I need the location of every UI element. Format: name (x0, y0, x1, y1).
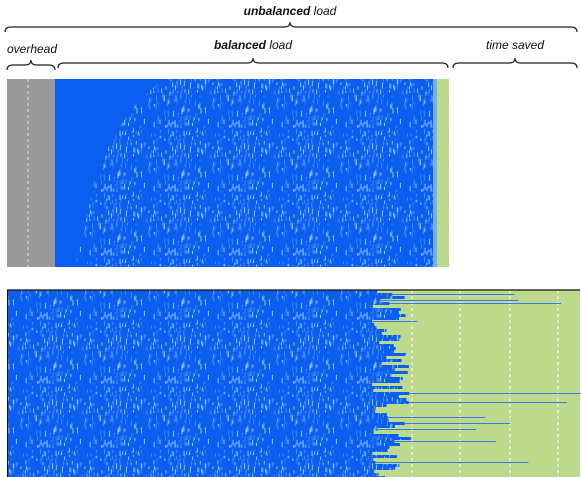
overhead-block (7, 79, 55, 267)
label-time-saved: time saved (486, 38, 544, 52)
label-unbalanced: unbalanced load (244, 4, 337, 18)
texture (75, 79, 437, 267)
brace (6, 59, 56, 71)
label-overhead: overhead (7, 42, 57, 56)
brace (4, 21, 578, 33)
edge (433, 79, 438, 267)
label-balanced: balanced load (214, 38, 292, 52)
saved-strip (437, 79, 449, 267)
brace (57, 57, 449, 69)
brace (452, 57, 578, 69)
texture (7, 290, 411, 477)
